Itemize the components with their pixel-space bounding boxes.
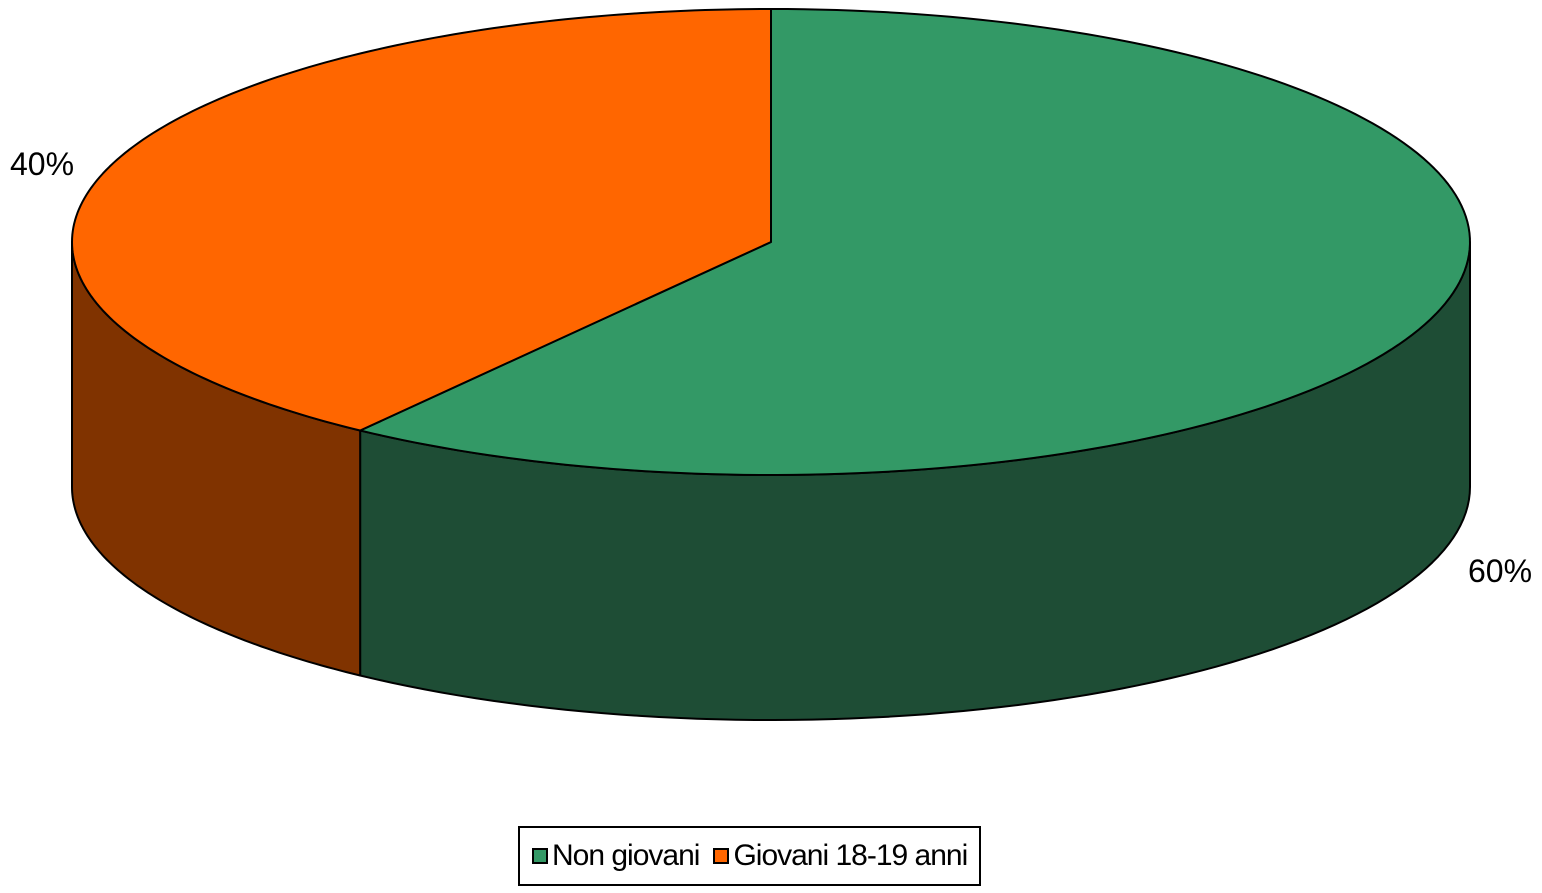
legend-item-non-giovani: Non giovani bbox=[532, 839, 700, 873]
pie-slice-giovani bbox=[71, 8, 772, 432]
legend-swatch-non-giovani bbox=[532, 848, 548, 864]
chart-legend: Non giovani Giovani 18-19 anni bbox=[518, 826, 982, 886]
legend-label-non-giovani: Non giovani bbox=[552, 839, 700, 872]
legend-label-giovani: Giovani 18-19 anni bbox=[733, 839, 968, 872]
pie-tops bbox=[71, 8, 1471, 476]
legend-item-giovani: Giovani 18-19 anni bbox=[713, 839, 968, 873]
legend-swatch-giovani bbox=[713, 848, 730, 864]
data-label-non-giovani: 60% bbox=[1468, 553, 1532, 589]
data-label-giovani: 40% bbox=[10, 146, 74, 182]
pie-slice-non-giovani bbox=[359, 8, 1471, 476]
